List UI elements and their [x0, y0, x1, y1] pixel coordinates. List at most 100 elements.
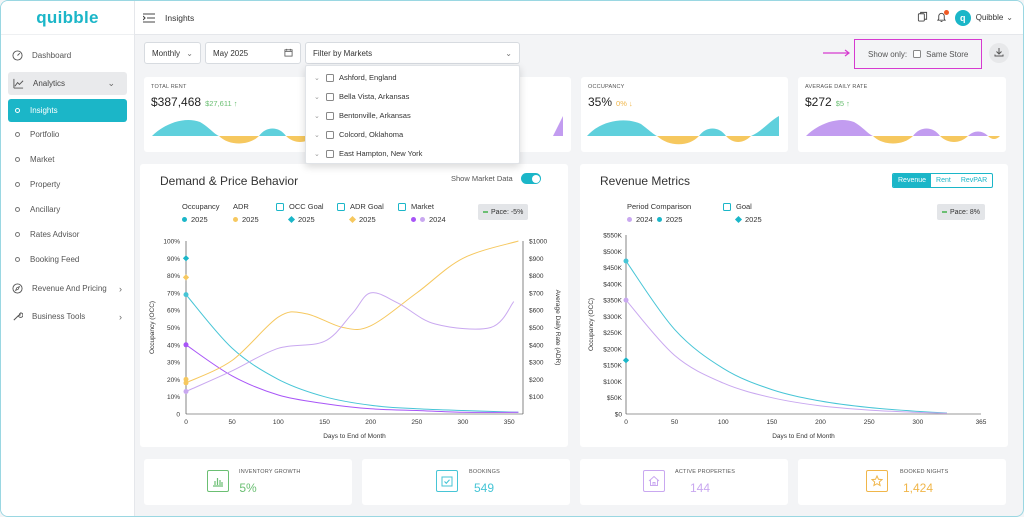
chevron-down-icon: ⌄	[314, 74, 320, 82]
legend-dot	[627, 217, 632, 222]
logo[interactable]: quibble	[1, 1, 134, 35]
y2-tick-label: $500	[529, 325, 544, 332]
circle-icon	[15, 157, 20, 162]
sidebar-item-label: Business Tools	[32, 312, 86, 321]
sidebar-item-rates-advisor[interactable]: Rates Advisor	[1, 222, 134, 247]
kpi-value: 35% 0% ↓	[588, 95, 633, 109]
legend-year: 2025	[745, 215, 762, 224]
market-option-label: Bentonville, Arkansas	[339, 111, 411, 120]
period-select[interactable]: Monthly ⌄	[144, 42, 201, 64]
month-picker[interactable]: May 2025	[205, 42, 301, 64]
market-checkbox[interactable]	[326, 92, 334, 101]
y-axis-label: Occupancy (OCC)	[588, 298, 595, 351]
legend-title: Period Comparison	[627, 202, 692, 211]
series-line	[185, 240, 519, 384]
calendar-icon	[284, 48, 293, 59]
stat-value: 1,424	[902, 481, 934, 495]
legend-row: 2024 2025	[627, 215, 691, 224]
legend-row: 2024	[398, 215, 446, 224]
copy-icon[interactable]	[917, 11, 928, 24]
legend-occ-goal[interactable]: OCC Goal 2025	[276, 202, 324, 224]
same-store-checkbox[interactable]	[913, 50, 922, 58]
series-line	[185, 294, 519, 413]
line-chart-icon	[12, 78, 24, 90]
y-tick-label: 100%	[163, 239, 180, 246]
y-tick-label: $0	[615, 412, 623, 419]
market-option[interactable]: ⌄ Ashford, England	[306, 68, 519, 87]
legend-market[interactable]: Market 2024	[398, 202, 446, 224]
series-line	[625, 260, 948, 414]
panel-title: Revenue Metrics	[600, 174, 691, 188]
sidebar-group-analytics[interactable]: Analytics ⌄	[8, 72, 127, 95]
stat-card-inventory-growth[interactable]: INVENTORY GROWTH 5%	[144, 459, 352, 505]
tab-revpar[interactable]: RevPAR	[960, 177, 988, 184]
legend-occupancy[interactable]: Occupancy 2025	[182, 202, 220, 224]
tab-revenue[interactable]: Revenue	[893, 174, 932, 187]
sidebar-item-booking-feed[interactable]: Booking Feed	[1, 247, 134, 272]
chevron-right-icon: ›	[119, 283, 122, 294]
legend-title-row: OCC Goal	[276, 202, 324, 211]
kpi-value-text: 35%	[588, 95, 613, 109]
kpi-label: AVERAGE DAILY RATE	[805, 84, 868, 90]
sidebar-item-revenue-pricing[interactable]: Revenue And Pricing ›	[1, 276, 134, 301]
y2-tick-label: $1000	[529, 239, 547, 246]
tab-rent[interactable]: Rent	[936, 177, 951, 184]
stat-card-active-properties[interactable]: ACTIVE PROPERTIES 144	[580, 459, 788, 505]
series-start-point	[623, 297, 629, 303]
market-option[interactable]: ⌄ Bella Vista, Arkansas	[306, 87, 519, 106]
chevron-down-icon: ⌄	[314, 150, 320, 158]
markets-filter[interactable]: Filter by Markets ⌄	[305, 42, 520, 64]
sidebar-item-property[interactable]: Property	[1, 172, 134, 197]
sidebar-item-business-tools[interactable]: Business Tools ›	[1, 304, 134, 329]
top-bar-actions: q Quibble ⌄	[917, 9, 1013, 26]
sidebar: quibble Dashboard Analytics ⌄ Insights P…	[1, 1, 135, 516]
circle-icon	[15, 257, 20, 262]
stat-value: 144	[689, 481, 711, 495]
kpi-value-text: $387,468	[151, 95, 202, 109]
avatar[interactable]: q	[954, 9, 971, 26]
market-option[interactable]: ⌄ East Hampton, New York	[306, 144, 519, 163]
x-tick-label: 200	[815, 419, 826, 426]
market-checkbox[interactable]	[326, 111, 334, 120]
chevron-down-icon[interactable]: ⌄	[1006, 13, 1013, 22]
gauge-icon	[11, 50, 23, 62]
legend-title-row: Goal	[723, 202, 762, 211]
legend-adr[interactable]: ADR 2025	[233, 202, 259, 224]
kpi-card-average-daily-rate[interactable]: AVERAGE DAILY RATE $272 $5 ↑	[798, 77, 1006, 152]
market-checkbox[interactable]	[326, 130, 334, 139]
show-market-toggle[interactable]	[521, 173, 541, 184]
download-button[interactable]	[989, 43, 1009, 63]
stat-card-booked-nights[interactable]: BOOKED NIGHTS 1,424	[798, 459, 1006, 505]
legend-title: Occupancy	[182, 202, 220, 211]
sidebar-item-label: Rates Advisor	[30, 230, 80, 239]
y-tick-label: 30%	[167, 360, 180, 367]
sidebar-item-market[interactable]: Market	[1, 147, 134, 172]
legend-year: 2025	[298, 215, 315, 224]
chevron-down-icon: ⌄	[314, 131, 320, 139]
same-store-label[interactable]: Same Store	[926, 49, 969, 59]
kpi-card-occupancy[interactable]: OCCUPANCY 35% 0% ↓	[581, 77, 788, 152]
pace-badge: Pace: -5%	[478, 204, 529, 220]
sidebar-item-insights[interactable]: Insights	[8, 99, 127, 122]
menu-toggle-icon[interactable]	[143, 11, 157, 25]
chevron-down-icon: ⌄	[186, 48, 193, 58]
market-checkbox[interactable]	[326, 149, 334, 158]
x-tick-label: 300	[912, 419, 923, 426]
legend-period-comparison[interactable]: Period Comparison 2024 2025	[627, 202, 691, 224]
user-name[interactable]: Quibble	[975, 13, 1004, 22]
sidebar-item-portfolio[interactable]: Portfolio	[1, 122, 134, 147]
legend-goal[interactable]: Goal 2025	[723, 202, 762, 224]
sidebar-item-label: Insights	[30, 106, 58, 115]
market-option[interactable]: ⌄ Bentonville, Arkansas	[306, 106, 519, 125]
x-tick-label: 50	[229, 419, 237, 426]
markets-filter-placeholder: Filter by Markets	[313, 48, 373, 58]
legend-adr-goal[interactable]: ADR Goal 2025	[337, 202, 384, 224]
sidebar-item-ancillary[interactable]: Ancillary	[1, 197, 134, 222]
market-option[interactable]: ⌄ Colcord, Oklahoma	[306, 125, 519, 144]
sidebar-item-dashboard[interactable]: Dashboard	[1, 43, 134, 68]
sidebar-item-label: Property	[30, 180, 61, 189]
stat-card-bookings[interactable]: BOOKINGS 549	[362, 459, 570, 505]
market-checkbox[interactable]	[326, 73, 334, 82]
notification-bell-icon[interactable]	[936, 9, 949, 25]
stat-label: BOOKINGS	[469, 469, 500, 475]
